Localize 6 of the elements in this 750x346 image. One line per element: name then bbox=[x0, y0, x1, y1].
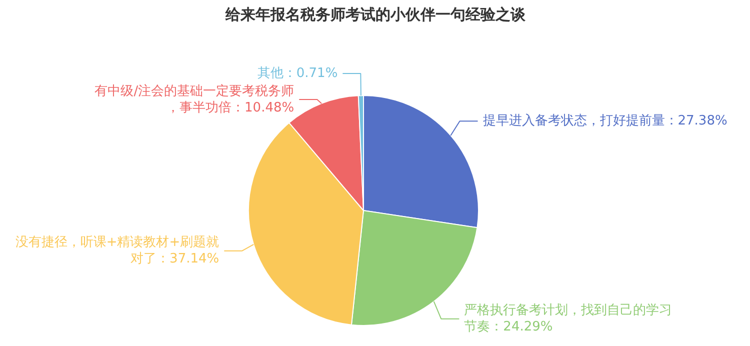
slice-label: 提早进入备考状态，打好提前量：27.38% bbox=[482, 114, 728, 129]
chart-title: 给来年报名税务师考试的小伙伴一句经验之谈 bbox=[224, 6, 526, 24]
slice-label: 有中级/注会的基础一定要考税务师，事半功倍：10.48% bbox=[94, 84, 294, 116]
slice-label: 没有捷径，听课+精读教材+刷题就对了：37.14% bbox=[15, 235, 220, 267]
slice-label: 其他：0.71% bbox=[257, 66, 338, 82]
slice-label: 严格执行备考计划，找到自己的学习节奏：24.29% bbox=[464, 303, 672, 335]
